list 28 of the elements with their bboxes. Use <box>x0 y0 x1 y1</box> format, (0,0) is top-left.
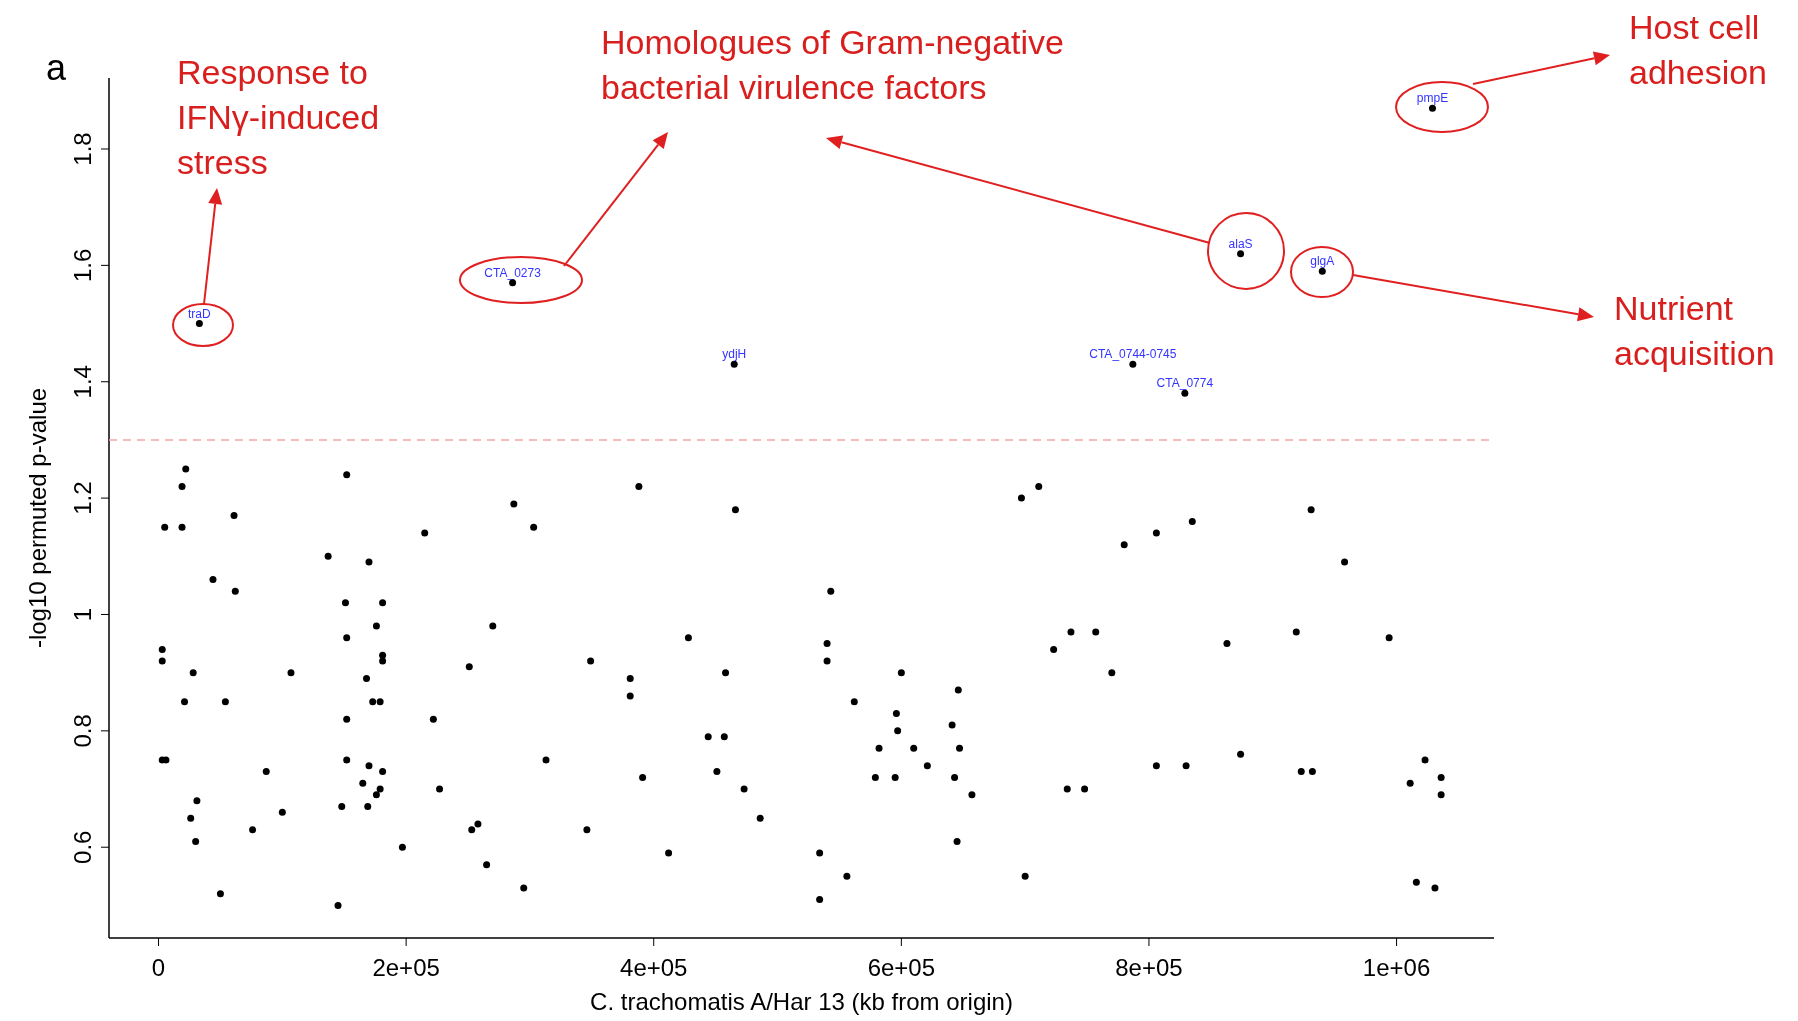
annotation: CTA_0273 <box>484 265 542 280</box>
y-tick-label: 1 <box>69 607 96 622</box>
annotation: ydjH <box>722 347 747 362</box>
x-tick-label: 1e+06 <box>1362 954 1431 981</box>
annotation: traD <box>188 306 212 321</box>
y-tick-label: 1.8 <box>69 132 96 166</box>
annotation: pmpE <box>1416 91 1449 106</box>
text: Nutrient acquisition <box>1614 289 1775 372</box>
annotation: CTA_0774 <box>1156 376 1214 391</box>
x-tick-label: 0 <box>151 954 166 981</box>
x-tick-label: 8e+05 <box>1115 954 1183 981</box>
y-axis-title: -log10 permuted p-value <box>24 387 51 649</box>
x-tick-label: 2e+05 <box>372 954 440 981</box>
x-tick-label: 4e+05 <box>620 954 688 981</box>
y-tick-label: 1.4 <box>69 365 96 399</box>
annotation: CTA_0744-0745 <box>1089 347 1177 362</box>
y-tick-label: 0.6 <box>69 830 96 864</box>
x-tick-label: 6e+05 <box>867 954 936 981</box>
chart-title: a <box>46 47 67 88</box>
y-tick-label: 1.6 <box>69 248 96 283</box>
annotation: Homologues of Gram-negative bacterial virulence factors <box>601 23 1065 106</box>
annotation: alaS <box>1228 236 1253 251</box>
text: Host cell adhesion <box>1629 8 1768 91</box>
x-axis-title: C. trachomatis A/Har 13 (kb from origin) <box>590 988 1013 1015</box>
annotation: glgA <box>1310 254 1335 269</box>
y-tick-label: 1.2 <box>69 481 96 515</box>
annotation: Response to IFNγ-induced stress <box>177 53 380 181</box>
y-tick-label: 0.8 <box>69 714 96 748</box>
